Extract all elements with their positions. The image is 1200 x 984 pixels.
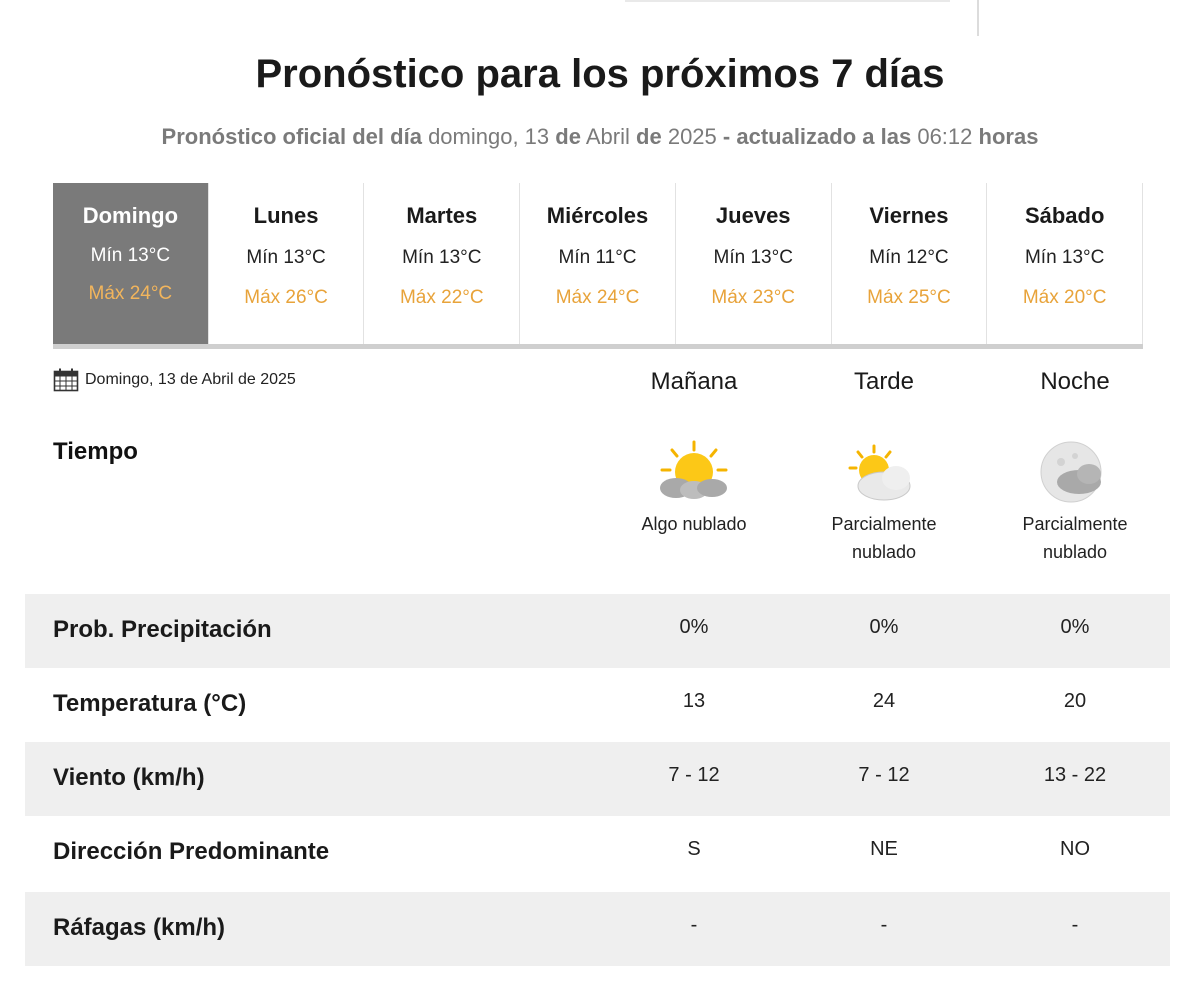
row-label: Ráfagas (km/h) [53,914,226,941]
weather-desc: Parcialmente nublado [831,514,937,562]
row-value: - [1071,914,1079,936]
subtitle-date: domingo, 13 [428,124,550,149]
selected-date-label: Domingo, 13 de Abril de 2025 [85,371,296,388]
day-name: Martes [406,203,478,228]
weather-noche: Parcialmente nublado [980,438,1170,566]
day-name: Sábado [1024,203,1105,228]
day-name: Lunes [253,203,319,228]
row-value: 20 [1063,690,1087,712]
day-tab-miercoles[interactable]: Miércoles Mín 11°C Máx 24°C [520,183,676,344]
row-value: 7 - 12 [668,764,720,786]
day-min-temp: Mín 13°C [90,245,171,266]
subtitle-month: Abril [585,124,630,149]
subtitle-updated: - actualizado a las [722,124,912,149]
day-name: Viernes [869,203,949,228]
day-max-temp: Máx 24°C [88,283,173,304]
top-divider [625,0,950,2]
day-tab-lunes[interactable]: Lunes Mín 13°C Máx 26°C [209,183,365,344]
row-temperature: Temperatura (°C) 13 24 20 [25,668,1170,742]
top-vertical-divider [977,0,979,36]
period-manana: Mañana [650,368,738,395]
period-noche: Noche [1040,368,1110,395]
row-value: 7 - 12 [858,764,910,786]
day-min-temp: Mín 12°C [869,247,949,268]
row-value: - [880,914,888,936]
day-max-temp: Máx 24°C [555,287,640,308]
day-max-temp: Máx 26°C [244,287,328,308]
subtitle-de: de [555,124,581,149]
row-label: Dirección Predominante [53,838,330,865]
day-max-temp: Máx 22°C [399,287,484,308]
row-value: 0% [1060,616,1090,638]
calendar-icon [53,368,79,392]
row-value: NO [1060,838,1090,860]
day-name: Jueves [715,203,791,228]
day-name: Miércoles [546,203,649,228]
subtitle-time: 06:12 [917,124,973,149]
day-tab-sabado[interactable]: Sábado Mín 13°C Máx 20°C [987,183,1144,344]
row-value: 0% [869,616,899,638]
row-label: Temperatura (°C) [53,690,247,717]
period-tarde: Tarde [853,368,915,395]
page-title: Pronóstico para los próximos 7 días [255,52,945,96]
subtitle-de: de [636,124,662,149]
moon-cloud-icon [1040,441,1102,503]
row-value: NE [870,838,898,860]
row-wind: Viento (km/h) 7 - 12 7 - 12 13 - 22 [25,742,1170,816]
row-label: Prob. Precipitación [53,616,272,643]
day-min-temp: Mín 13°C [713,247,793,268]
tiempo-label: Tiempo [53,438,138,465]
row-value: - [690,914,698,936]
subtitle-prefix: Pronóstico oficial del día [161,124,422,149]
day-max-temp: Máx 25°C [867,287,951,308]
subtitle-year: 2025 [667,124,717,149]
row-label: Viento (km/h) [53,764,205,791]
row-wind-direction: Dirección Predominante S NE NO [25,816,1170,890]
page-subtitle: Pronóstico oficial del día domingo, 13 d… [0,124,1200,150]
sun-behind-cloud-icon [848,444,911,501]
weather-tarde: Parcialmente nublado [789,438,979,566]
row-gusts: Ráfagas (km/h) - - - [25,892,1170,966]
day-tab-viernes[interactable]: Viernes Mín 12°C Máx 25°C [832,183,988,344]
row-value: 13 - 22 [1043,764,1107,786]
row-value: 0% [679,616,709,638]
day-min-temp: Mín 13°C [1024,247,1105,268]
day-max-temp: Máx 20°C [1022,287,1107,308]
day-tab-jueves[interactable]: Jueves Mín 13°C Máx 23°C [676,183,832,344]
day-min-temp: Mín 11°C [558,247,637,268]
row-value: S [687,838,701,860]
day-max-temp: Máx 23°C [711,287,796,308]
day-min-temp: Mín 13°C [402,247,482,268]
row-value: 24 [872,690,896,712]
day-tab-domingo[interactable]: Domingo Mín 13°C Máx 24°C [53,183,209,344]
sun-cloud-icon [660,440,728,499]
weather-manana: Algo nublado [599,438,789,538]
row-value: 13 [682,690,706,712]
row-precipitation: Prob. Precipitación 0% 0% 0% [25,594,1170,668]
day-name: Domingo [82,203,179,228]
weather-desc: Algo nublado [641,514,747,534]
selected-date: Domingo, 13 de Abril de 2025 [53,368,296,392]
weather-desc: Parcialmente nublado [1022,514,1128,562]
subtitle-hours: horas [978,124,1039,149]
day-tabs: Domingo Mín 13°C Máx 24°C Lunes Mín 13°C… [53,183,1144,349]
day-tab-martes[interactable]: Martes Mín 13°C Máx 22°C [364,183,521,344]
day-min-temp: Mín 13°C [246,247,326,268]
